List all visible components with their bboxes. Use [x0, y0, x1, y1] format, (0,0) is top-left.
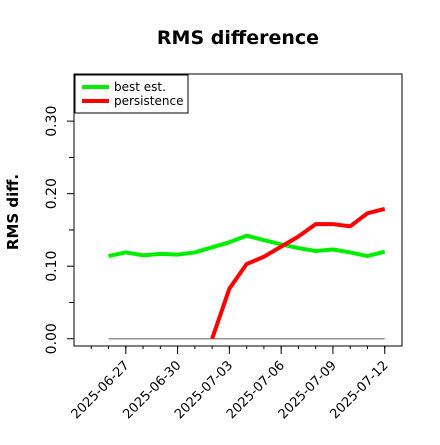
y-tick-label: 0.20	[44, 178, 60, 209]
y-tick-label: 0.00	[44, 323, 60, 354]
series-group	[108, 206, 386, 340]
y-tick-label: 0.30	[44, 106, 60, 137]
series-line-persistence	[210, 206, 386, 340]
chart-title: RMS difference	[157, 27, 319, 49]
y-axis-label: RMS diff.	[4, 174, 22, 250]
legend: best est. persistence	[74, 74, 189, 114]
y-tick-label: 0.10	[44, 251, 60, 282]
series-line-best-est	[108, 233, 386, 259]
legend-label-persistence: persistence	[114, 94, 183, 108]
y-axis: 0.00 0.10 0.20 0.30	[44, 106, 74, 354]
legend-box	[74, 74, 189, 114]
x-axis: 2025-06-272025-06-302025-07-032025-07-06…	[69, 346, 392, 422]
plot-area-frame	[73, 73, 403, 347]
legend-label-best-est: best est.	[114, 80, 166, 94]
